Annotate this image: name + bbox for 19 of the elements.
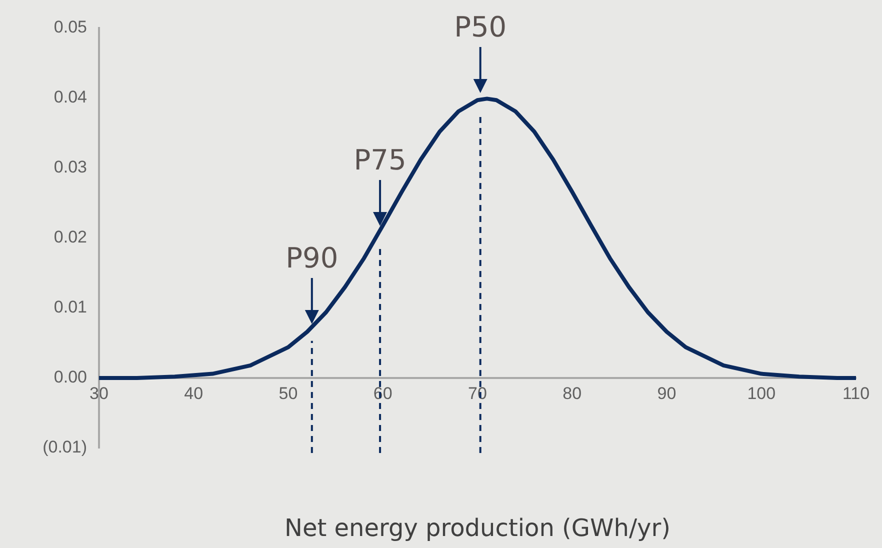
y-tick-label: 0.03 [54,158,87,177]
x-tick-label: 80 [562,384,582,403]
x-axis-title: Net energy production (GWh/yr) [284,514,670,542]
y-tick-label: (0.01) [42,438,87,457]
x-tick-label: 70 [468,384,487,403]
x-tick-label: 110 [842,384,870,403]
x-tick-label: 50 [278,384,298,403]
y-tick-label: 0.04 [54,88,87,107]
x-tick-label: 30 [90,384,108,403]
y-tick-label: 0.00 [54,368,87,387]
annotation: P90 [286,241,338,274]
x-tick-label: 100 [747,384,776,403]
y-tick-label: 0.01 [54,298,87,317]
x-tick-label: 40 [184,384,204,403]
y-tick-label: 0.02 [54,228,87,247]
annotation: P75 [354,143,406,176]
y-tick-label: 0.05 [54,18,87,37]
annotation: P50 [454,10,507,44]
x-tick-label: 90 [657,384,676,403]
